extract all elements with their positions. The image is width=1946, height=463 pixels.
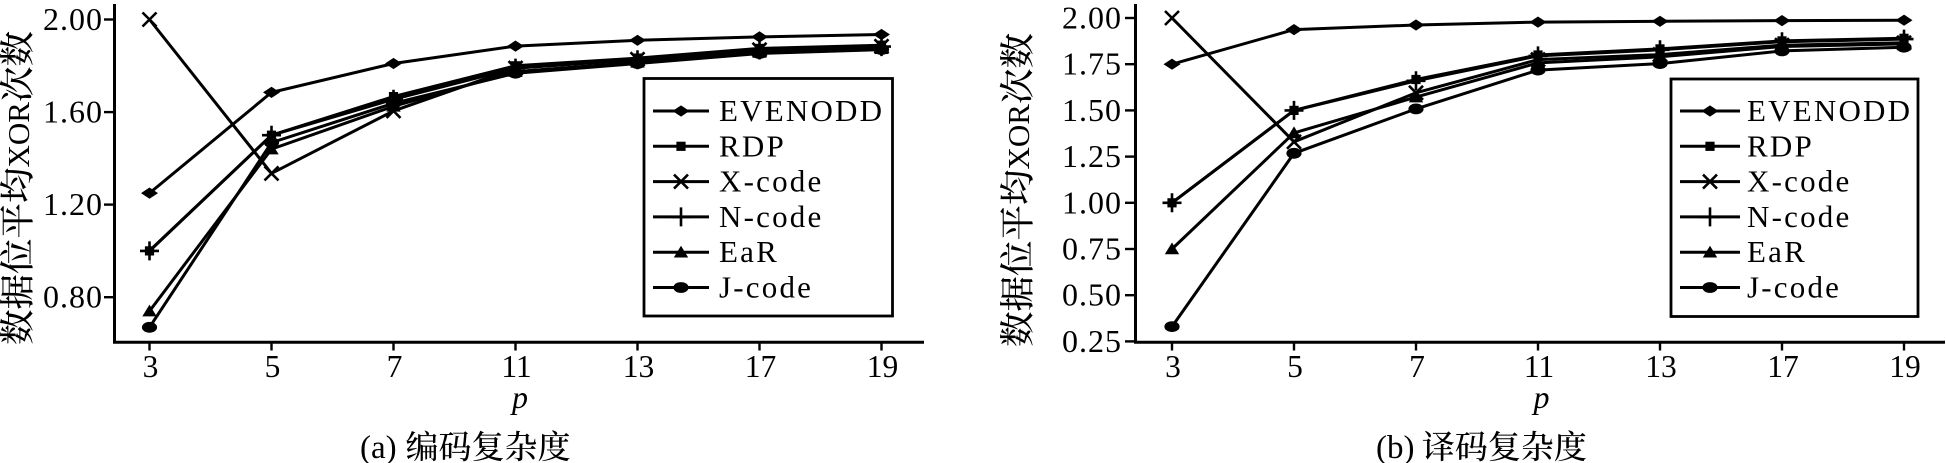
svg-text:X-code: X-code	[719, 164, 823, 199]
svg-text:EaR: EaR	[1747, 234, 1807, 269]
svg-text:XOR: XOR	[1, 102, 36, 168]
svg-text:0.75: 0.75	[1062, 231, 1122, 267]
svg-text:3: 3	[1165, 349, 1181, 384]
svg-text:(b): (b)	[1376, 430, 1414, 463]
svg-text:EaR: EaR	[719, 234, 779, 269]
svg-text:7: 7	[1409, 349, 1425, 384]
svg-text:0.80: 0.80	[43, 279, 103, 315]
svg-text:11: 11	[1524, 349, 1554, 384]
svg-text:3: 3	[143, 349, 159, 384]
svg-text:1.25: 1.25	[1062, 138, 1122, 174]
svg-text:X-code: X-code	[1747, 164, 1851, 199]
svg-text:1.20: 1.20	[43, 186, 103, 222]
svg-text:13: 13	[1645, 349, 1677, 384]
svg-text:13: 13	[623, 349, 655, 384]
svg-text:1.60: 1.60	[43, 94, 103, 130]
svg-text:2.00: 2.00	[1062, 0, 1122, 36]
svg-text:XOR: XOR	[1001, 104, 1036, 170]
svg-text:5: 5	[265, 349, 281, 384]
svg-text:5: 5	[1287, 349, 1303, 384]
svg-text:1.75: 1.75	[1062, 46, 1122, 82]
svg-text:p: p	[510, 379, 528, 415]
svg-text:(a): (a)	[360, 430, 397, 463]
svg-text:RDP: RDP	[1747, 128, 1814, 163]
svg-text:EVENODD: EVENODD	[1747, 93, 1912, 128]
svg-text:1.00: 1.00	[1062, 184, 1122, 220]
svg-text:p: p	[1532, 379, 1550, 415]
svg-text:1.50: 1.50	[1062, 92, 1122, 128]
svg-text:19: 19	[1889, 349, 1921, 384]
svg-text:17: 17	[745, 349, 777, 384]
svg-text:2.00: 2.00	[43, 1, 103, 37]
svg-text:0.50: 0.50	[1062, 277, 1122, 313]
svg-text:J-code: J-code	[1747, 270, 1841, 305]
svg-text:N-code: N-code	[1747, 199, 1851, 234]
svg-text:EVENODD: EVENODD	[719, 93, 884, 128]
svg-text:N-code: N-code	[719, 199, 823, 234]
svg-text:19: 19	[867, 349, 899, 384]
svg-text:J-code: J-code	[719, 270, 813, 305]
svg-text:17: 17	[1767, 349, 1799, 384]
svg-text:RDP: RDP	[719, 128, 786, 163]
svg-text:7: 7	[387, 349, 403, 384]
svg-text:0.25: 0.25	[1062, 323, 1122, 359]
svg-text:11: 11	[501, 349, 531, 384]
